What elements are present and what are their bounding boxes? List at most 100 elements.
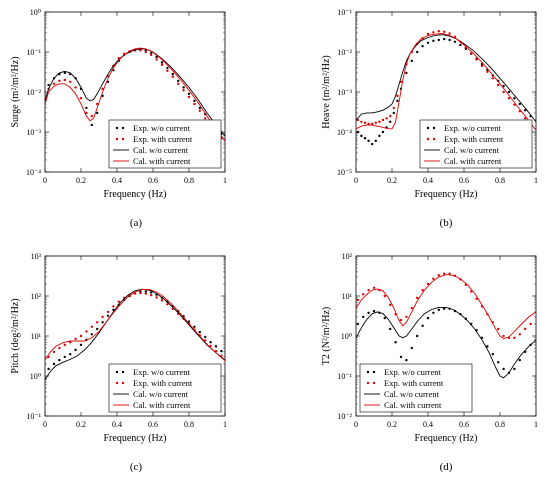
y-tick-label: 10⁻³ [337, 88, 352, 97]
data-point [166, 303, 169, 306]
data-area [45, 288, 225, 381]
y-axis-label: T2 (N²/m²/Hz) [321, 307, 332, 365]
legend-entry: Cal. with current [113, 400, 191, 410]
data-point [410, 306, 413, 310]
data-point [389, 303, 392, 307]
data-point [486, 345, 489, 348]
data-point [475, 297, 478, 301]
data-point [220, 349, 223, 353]
x-tick-label: 0.4 [423, 420, 433, 429]
data-point [362, 293, 365, 296]
series-cal-with-current [356, 33, 536, 131]
data-point [47, 83, 50, 87]
data-point [90, 325, 94, 328]
data-point [480, 64, 484, 68]
data-point [381, 118, 385, 122]
legend-label: Cal. with current [133, 156, 191, 166]
data-point [79, 96, 83, 100]
y-tick-label: 10⁻¹ [26, 48, 41, 57]
legend-entry: Cal. w/o current [113, 145, 189, 155]
data-point [392, 106, 395, 110]
legend-label: Cal. w/o current [133, 389, 189, 399]
legend-entry: Exp. w/o current [426, 123, 502, 133]
panel-b: 10⁻⁵ 10⁻⁴ 10⁻³ 10⁻² 10⁻¹ 0 0.2 0.4 0.6 0.8 1 Freque… [321, 8, 538, 229]
legend-box [359, 363, 473, 413]
y-axis-label: Surge (m²/m²/Hz) [10, 56, 21, 127]
data-point [69, 353, 72, 356]
data-point [198, 109, 201, 112]
legend-marker [426, 137, 430, 141]
y-axis-label: Pitch (deg²/m²/Hz) [10, 298, 21, 373]
data-area [356, 272, 536, 379]
data-point [410, 346, 413, 350]
data-point [166, 66, 169, 70]
data-point [362, 315, 365, 319]
legend-entry: Cal. with current [364, 400, 442, 410]
legend-label: Exp. with current [133, 134, 193, 144]
panel-caption: (a) [130, 217, 143, 229]
legend-entry: Exp. with current [115, 378, 193, 388]
data-point [497, 327, 500, 331]
series-line [45, 288, 225, 381]
data-area [356, 30, 536, 146]
data-point [79, 334, 83, 338]
data-point [144, 290, 147, 293]
data-point [360, 120, 363, 123]
data-point [193, 325, 196, 328]
data-point [491, 353, 494, 356]
data-point [367, 288, 370, 292]
series-cal-w-o-current [45, 288, 225, 381]
series-exp-w-o-current [47, 290, 223, 371]
data-point [448, 38, 451, 42]
data-point [421, 44, 424, 48]
series-line [45, 47, 225, 142]
data-point [52, 82, 56, 86]
data-point [475, 58, 478, 61]
data-point [150, 293, 153, 297]
x-tick-label: 0.8 [184, 420, 194, 429]
data-point [209, 344, 212, 347]
data-point [416, 50, 419, 54]
data-point [150, 291, 153, 294]
data-point [443, 30, 446, 33]
data-point [416, 296, 419, 300]
data-point [367, 139, 370, 143]
data-point [360, 134, 363, 138]
data-point [378, 120, 381, 123]
x-tick-label: 0.8 [184, 176, 194, 185]
data-point [356, 118, 359, 122]
data-point [518, 102, 521, 106]
y-tick-label: 10⁻² [337, 412, 352, 421]
legend-marker [426, 126, 430, 130]
data-point [204, 335, 207, 339]
data-point [486, 70, 489, 73]
legend-entry: Exp. w/o current [115, 123, 191, 133]
x-tick-label: 0.6 [148, 420, 158, 429]
data-point [74, 86, 77, 89]
x-tick-label: 0.4 [112, 420, 122, 429]
legend-marker [372, 381, 376, 385]
data-point [214, 345, 218, 348]
data-point [437, 30, 440, 33]
data-point [139, 291, 142, 295]
y-tick-label: 10³ [31, 252, 42, 261]
y-tick-label: 10⁻⁵ [337, 168, 352, 177]
data-point [139, 49, 142, 52]
x-tick-label: 0.2 [387, 176, 397, 185]
series-exp-with-current [356, 272, 532, 340]
data-point [524, 327, 527, 331]
x-tick-label: 1 [534, 176, 538, 185]
data-point [204, 117, 207, 120]
data-point [513, 367, 516, 371]
data-point [187, 95, 191, 99]
y-tick-label: 10⁻¹ [337, 372, 352, 381]
data-point [363, 121, 367, 124]
x-tick-label: 0 [43, 176, 47, 185]
data-point [502, 84, 505, 88]
data-point [448, 32, 451, 35]
legend-entry: Cal. w/o current [113, 389, 189, 399]
data-point [363, 136, 367, 140]
data-point [385, 117, 388, 120]
data-point [405, 315, 408, 319]
